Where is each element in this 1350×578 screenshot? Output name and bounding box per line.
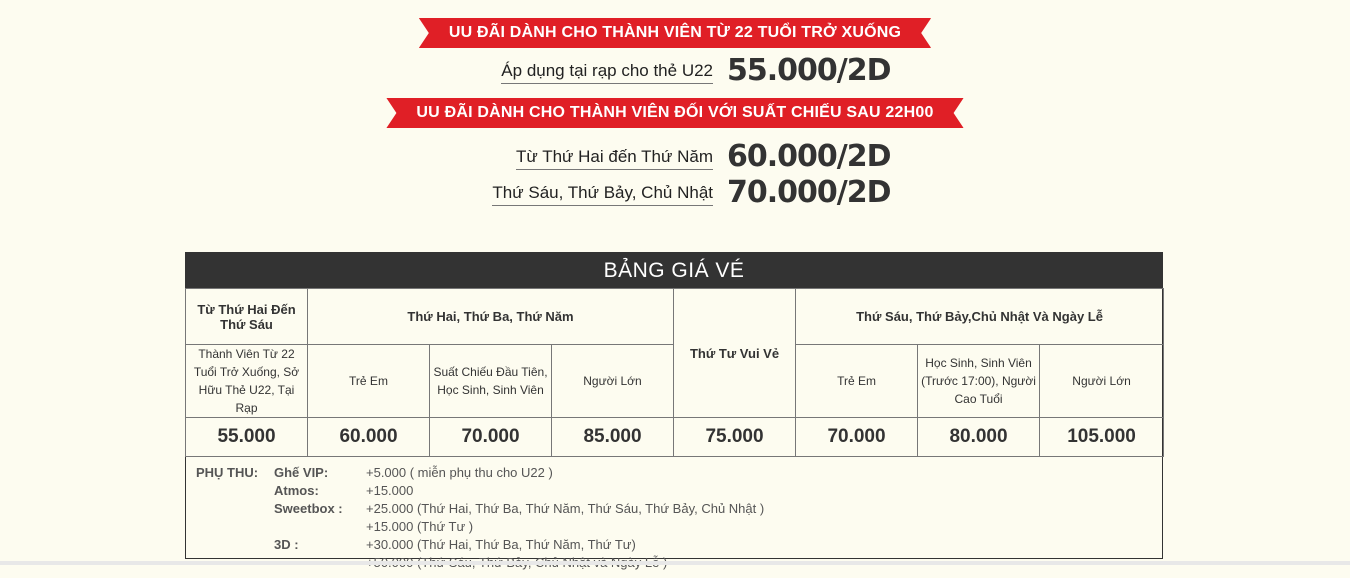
promo-ribbon-late-show: UU ĐÃI DÀNH CHO THÀNH VIÊN ĐỐI VỚI SUẤT …: [386, 98, 963, 128]
header-wednesday: Thứ Tư Vui Vẻ: [673, 288, 797, 418]
promo-price-weekend: 70.000/2D: [727, 175, 891, 210]
subheader-adult-weekend: Người Lớn: [1039, 344, 1165, 418]
subheader-child-weekday: Trẻ Em: [307, 344, 430, 418]
header-weekend: Thứ Sáu, Thứ Bảy,Chủ Nhật Và Ngày Lễ: [795, 288, 1165, 345]
promo-row-weekend: Thứ Sáu, Thứ Bảy, Chủ Nhật 70.000/2D: [0, 174, 1350, 214]
surcharge-value: +15.000 (Thứ Tư ): [366, 519, 474, 534]
price-cell: 60.000: [307, 417, 430, 457]
price-table: Từ Thứ Hai Đến Thứ Sáu Thứ Hai, Thứ Ba, …: [185, 288, 1165, 457]
subheader-child-weekend: Trẻ Em: [795, 344, 919, 418]
price-cell: 70.000: [429, 417, 552, 457]
price-cell: 105.000: [1039, 417, 1165, 457]
surcharge-name: Ghế VIP:: [274, 465, 329, 480]
promo-price-u22: 55.000/2D: [727, 53, 891, 88]
surcharge-name: Sweetbox :: [274, 501, 343, 516]
promo-label-u22: Áp dụng tại rạp cho thẻ U22: [501, 61, 713, 84]
surcharge-name: Atmos:: [274, 483, 319, 498]
promo-label-weekend: Thứ Sáu, Thứ Bảy, Chủ Nhật: [492, 183, 713, 206]
promo-row-u22: Áp dụng tại rạp cho thẻ U22 55.000/2D: [0, 52, 1350, 92]
surcharge-section: PHỤ THU: Ghế VIP: +5.000 ( miễn phụ thu …: [186, 457, 1162, 578]
promo-row-mon-thu: Từ Thứ Hai đến Thứ Năm 60.000/2D: [0, 138, 1350, 178]
surcharge-title: PHỤ THU:: [196, 465, 259, 480]
bottom-divider: [0, 561, 1350, 565]
surcharge-value: +25.000 (Thứ Hai, Thứ Ba, Thứ Năm, Thứ S…: [366, 501, 765, 516]
subheader-u22-member: Thành Viên Từ 22 Tuổi Trở Xuống, Sở Hữu …: [185, 344, 308, 418]
promo-label-mon-thu: Từ Thứ Hai đến Thứ Năm: [516, 147, 713, 170]
surcharge-value: +30.000 (Thứ Hai, Thứ Ba, Thứ Năm, Thứ T…: [366, 537, 636, 552]
price-cell: 75.000: [673, 417, 797, 457]
subheader-adult-weekday: Người Lớn: [550, 344, 675, 418]
price-cell: 55.000: [185, 417, 308, 457]
promo-price-mon-thu: 60.000/2D: [727, 139, 891, 174]
price-cell: 85.000: [550, 417, 675, 457]
surcharge-value: +5.000 ( miễn phụ thu cho U22 ): [366, 465, 553, 480]
subheader-student-weekend: Học Sinh, Sinh Viên (Trước 17:00), Người…: [917, 344, 1041, 418]
surcharge-name: 3D :: [274, 537, 299, 552]
price-cell: 80.000: [917, 417, 1041, 457]
header-mon-tue-thu: Thứ Hai, Thứ Ba, Thứ Năm: [306, 288, 675, 345]
surcharge-value: +15.000: [366, 483, 414, 498]
header-mon-fri: Từ Thứ Hai Đến Thứ Sáu: [185, 288, 308, 345]
price-table-box: BẢNG GIÁ VÉ Từ Thứ Hai Đến Thứ Sáu Thứ H…: [185, 252, 1165, 570]
price-cell: 70.000: [795, 417, 919, 457]
subheader-student-weekday: Suất Chiếu Đầu Tiên, Học Sinh, Sinh Viên: [429, 344, 552, 418]
price-table-title: BẢNG GIÁ VÉ: [186, 253, 1162, 288]
promo-ribbon-u22: UU ĐÃI DÀNH CHO THÀNH VIÊN TỪ 22 TUỔI TR…: [419, 18, 931, 48]
